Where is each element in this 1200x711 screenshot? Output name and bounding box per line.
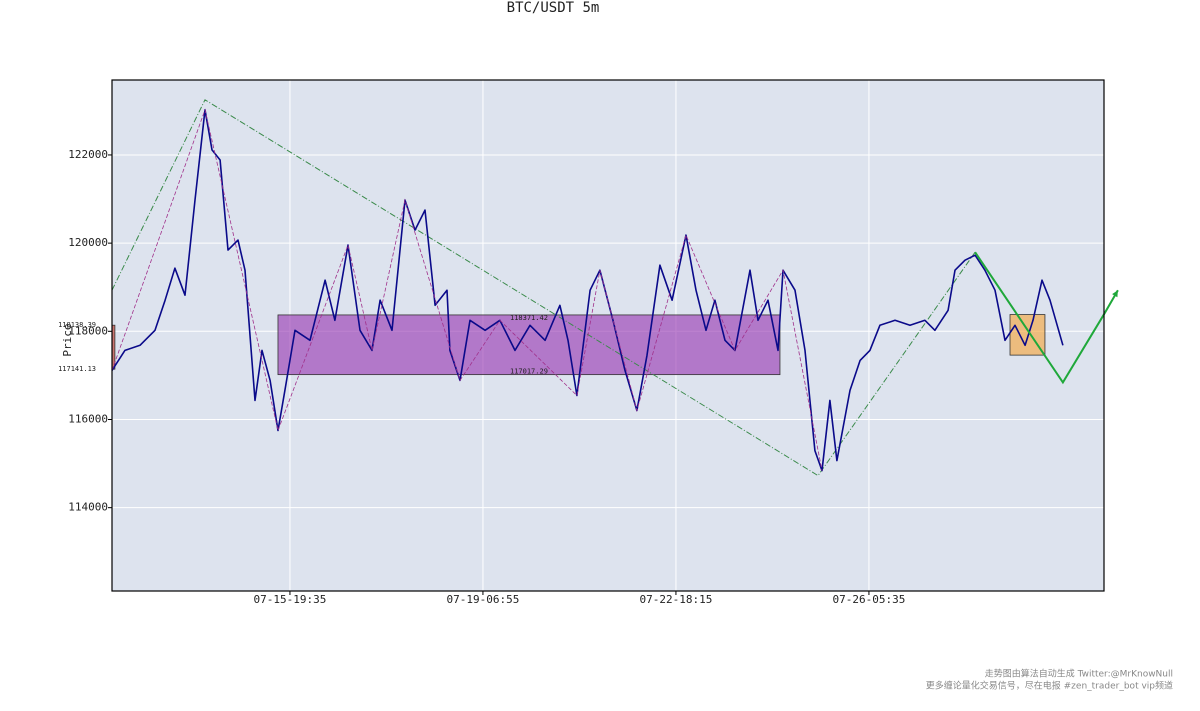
y-tick-label: 122000	[68, 148, 108, 161]
price-line	[111, 109, 1064, 472]
segment-line	[111, 99, 976, 477]
x-tick-label: 07-19-06:55	[447, 593, 520, 606]
footer-line: 更多缠论量化交易信号，尽在电报 #zen_trader_bot vip频道	[926, 680, 1173, 692]
y-tick-label: 116000	[68, 412, 108, 425]
x-tick-label: 07-26-05:35	[833, 593, 906, 606]
zone-label: 117017.29	[510, 368, 548, 376]
forecast-arrowhead	[1112, 290, 1118, 298]
y-axis-label: Price	[61, 323, 74, 356]
zone-label: 118138.39	[58, 321, 96, 329]
zone-label: 118371.42	[510, 314, 548, 322]
forecast-line	[974, 251, 1119, 385]
plot-border	[111, 79, 1105, 592]
y-tick-label: 120000	[68, 236, 108, 249]
zone	[277, 314, 781, 376]
y-tick-label: 118000	[68, 324, 108, 337]
footer-line: 走势图由算法自动生成 Twitter:@MrKnowNull	[985, 668, 1173, 680]
y-tick-label: 114000	[68, 501, 108, 514]
stroke-line	[111, 108, 823, 471]
chart-title: BTC/USDT 5m	[507, 0, 600, 16]
zone-label: 117141.13	[58, 365, 96, 373]
x-tick-label: 07-15-19:35	[254, 593, 327, 606]
x-tick-label: 07-22-18:15	[640, 593, 713, 606]
